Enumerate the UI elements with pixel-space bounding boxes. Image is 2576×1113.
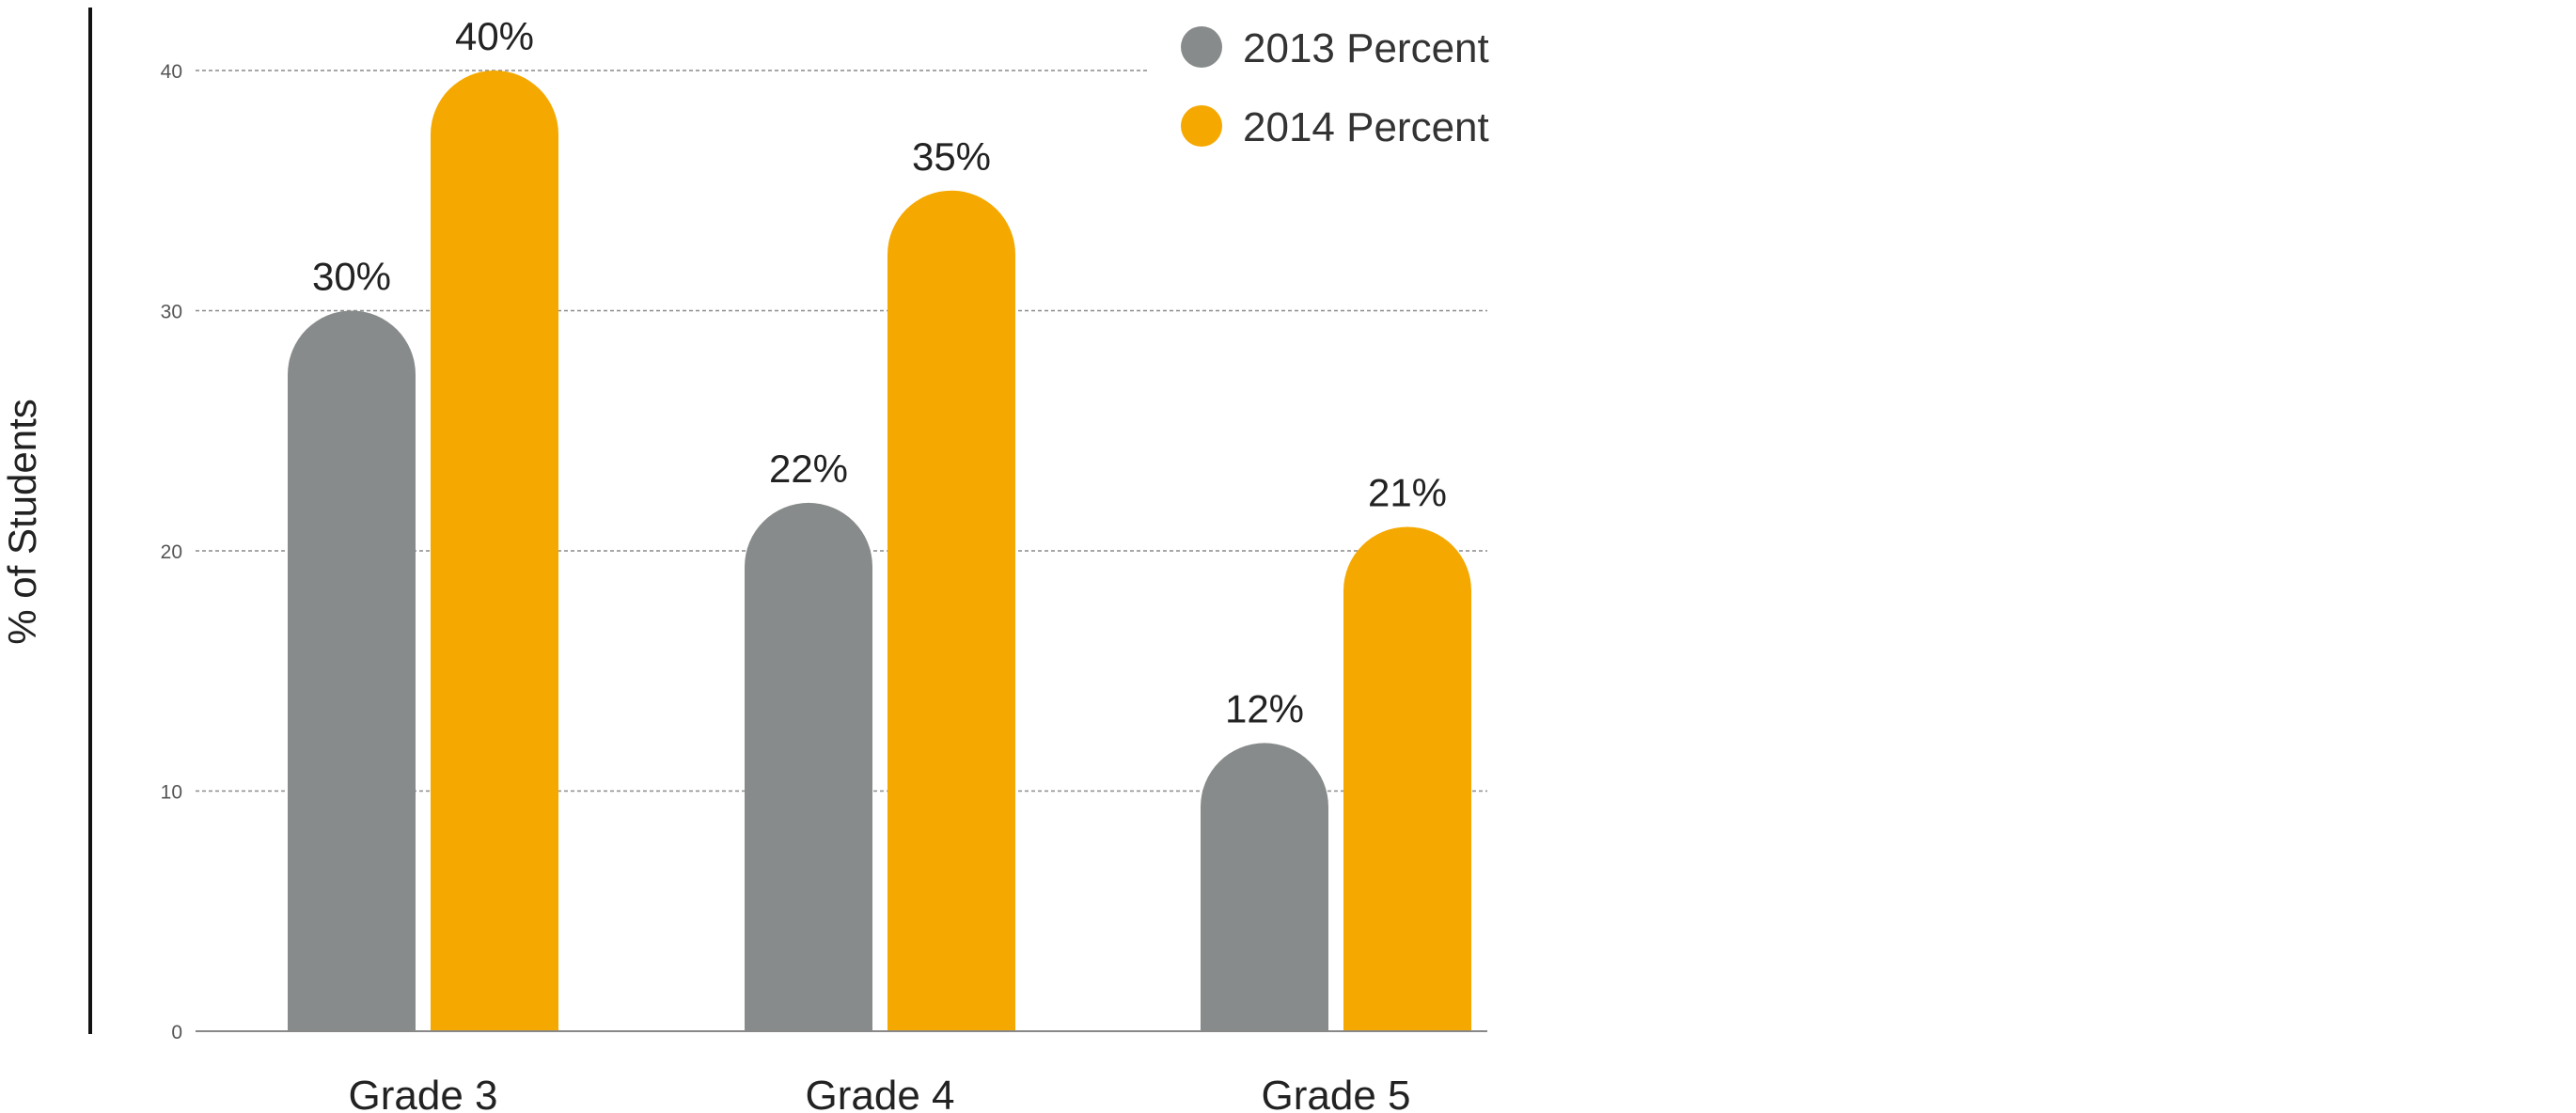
y-tick-label-30: 30 [161, 302, 182, 323]
data-labels: 30% 22% 12% 40% 35% 21% [312, 14, 1447, 730]
legend: 2013 Percent 2014 Percent [1181, 25, 1489, 150]
x-category-label: Grade 3 [349, 1073, 498, 1113]
y-axis-ticks: 0 10 20 30 40 [161, 61, 182, 1043]
x-axis-categories: Grade 3 Grade 4 Grade 5 [349, 1073, 1411, 1113]
data-label: 12% [1225, 686, 1304, 730]
legend-swatch [1181, 26, 1222, 68]
x-category-label: Grade 4 [806, 1073, 955, 1113]
y-tick-label-40: 40 [161, 61, 182, 83]
data-label: 40% [455, 14, 534, 58]
y-tick-label-10: 10 [161, 782, 182, 804]
data-label: 35% [912, 134, 991, 179]
legend-label: 2013 Percent [1243, 25, 1489, 71]
y-tick-label-20: 20 [161, 541, 182, 563]
data-label: 21% [1368, 470, 1447, 514]
bar-2013-percent-grade-3 [288, 310, 416, 1031]
bar-2014-percent-grade-3 [431, 71, 558, 1031]
y-axis-title: % of Students [0, 399, 44, 645]
bars [288, 71, 1471, 1031]
bar-2014-percent-grade-5 [1343, 526, 1471, 1031]
legend-label: 2014 Percent [1243, 104, 1489, 150]
data-label: 30% [312, 255, 391, 299]
bar-2013-percent-grade-4 [745, 502, 872, 1031]
x-category-label: Grade 5 [1262, 1073, 1411, 1113]
data-label: 22% [769, 447, 848, 491]
bar-2014-percent-grade-4 [887, 190, 1015, 1031]
y-tick-label-0: 0 [171, 1022, 182, 1043]
bar-2013-percent-grade-5 [1201, 743, 1328, 1031]
legend-swatch [1181, 105, 1222, 147]
